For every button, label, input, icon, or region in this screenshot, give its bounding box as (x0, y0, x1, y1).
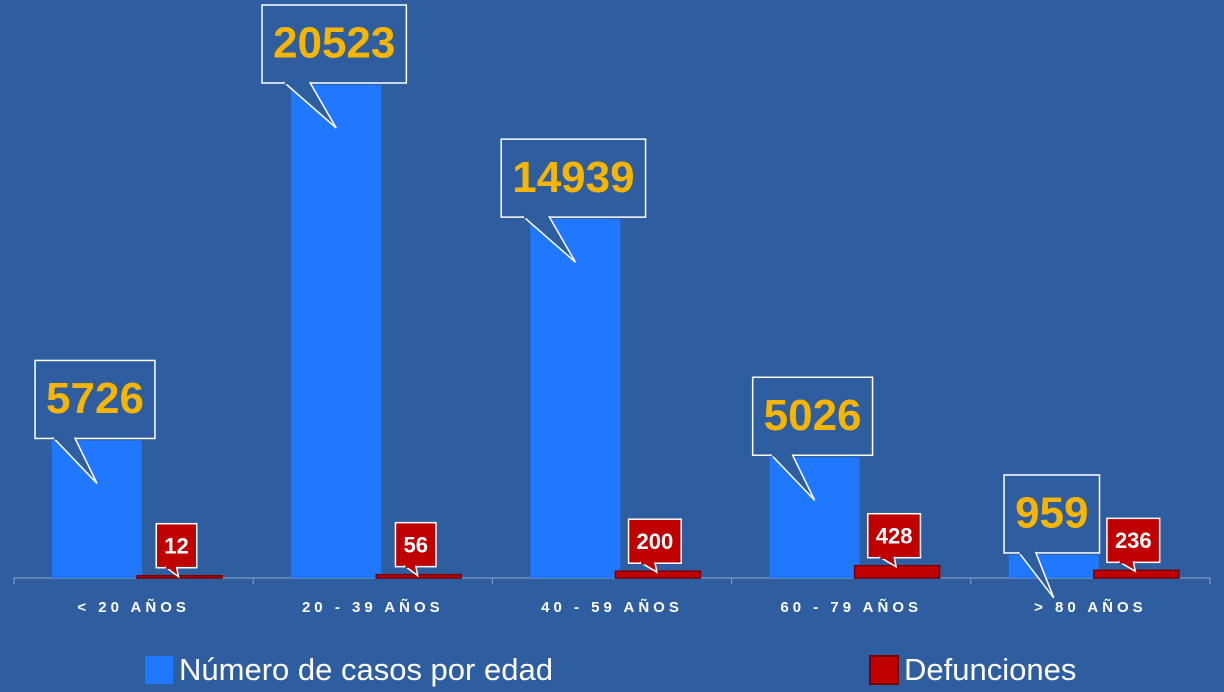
legend-swatch (145, 656, 173, 684)
label-box (261, 4, 408, 84)
label-box (34, 359, 156, 440)
bar (1008, 554, 1099, 578)
bar (291, 85, 382, 578)
label-box (627, 518, 683, 564)
label-box (751, 376, 874, 457)
bar (136, 574, 223, 579)
data-label: 236 (1115, 528, 1152, 553)
legend-label: Número de casos por edad (179, 652, 553, 687)
label-pointer (164, 566, 180, 579)
label-pointer (878, 556, 898, 569)
data-label: 12 (164, 534, 188, 559)
label-box (1003, 474, 1101, 554)
label-box (500, 138, 647, 218)
data-label: 200 (637, 529, 674, 554)
data-label: 56 (403, 532, 427, 557)
label-pointer (1118, 560, 1137, 573)
label-box (1106, 517, 1161, 564)
bar (530, 219, 621, 579)
x-tick-label: > 80 AÑOS (1034, 598, 1147, 616)
x-tick-label: 60 - 79 AÑOS (780, 598, 922, 616)
bar (52, 440, 142, 578)
legend-label: Defunciones (904, 652, 1076, 687)
label-pointer (522, 215, 577, 263)
label-pointer (770, 453, 816, 501)
data-label: 14939 (512, 153, 634, 202)
bar (853, 564, 941, 579)
bar (1093, 569, 1180, 579)
bar (769, 457, 860, 578)
data-label: 5026 (764, 391, 862, 440)
label-pointer (639, 561, 658, 574)
x-tick-label: 40 - 59 AÑOS (541, 598, 683, 616)
bar (614, 570, 702, 579)
label-pointer (52, 436, 98, 484)
data-label: 5726 (46, 374, 144, 423)
data-label: 20523 (273, 19, 395, 68)
data-label: 959 (1015, 489, 1088, 538)
data-label: 428 (876, 524, 913, 549)
label-pointer (403, 565, 419, 578)
bar (375, 573, 462, 579)
label-pointer (1017, 551, 1055, 599)
label-box (866, 512, 922, 559)
label-pointer (283, 81, 337, 129)
legend-swatch (869, 655, 899, 685)
x-tick-label: 20 - 39 AÑOS (302, 598, 444, 616)
x-tick-label: < 20 AÑOS (77, 598, 190, 616)
